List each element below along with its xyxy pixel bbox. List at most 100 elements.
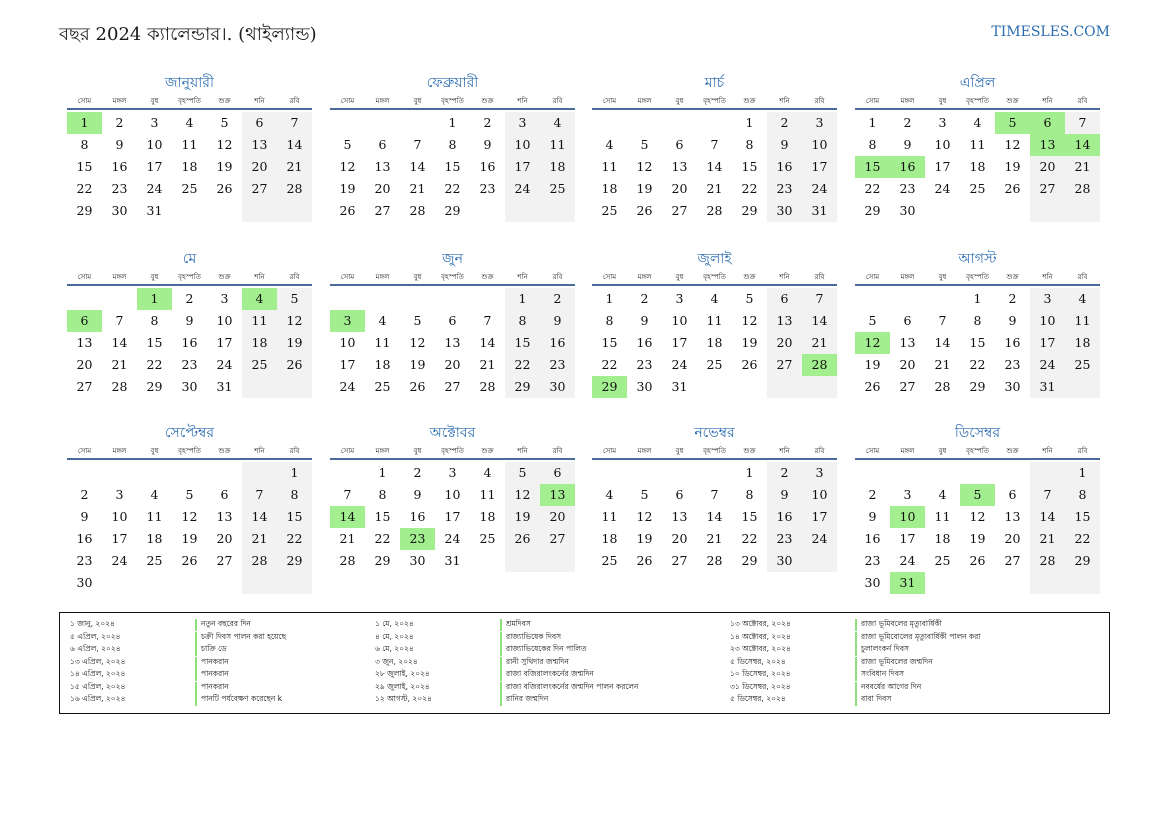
month-name: আগস্ট bbox=[958, 251, 997, 267]
day-grid: 1 2 3 4 5 6 7 8 9 10 11 12 13 14 15 16 17 18 19 20 21 22 23 24 2… bbox=[330, 288, 575, 420]
weekday-label: সোম bbox=[865, 447, 880, 455]
weekday-label: রবি bbox=[552, 447, 563, 455]
weekday-label: মঙ্গল bbox=[637, 97, 652, 105]
holiday-column: ১৩ অক্টোবর, ২০২৪ রাজা ভূমিবলের মৃত্যুবার্… bbox=[730, 619, 981, 707]
day-cell: 23 bbox=[111, 181, 128, 196]
day-cell: 13 bbox=[671, 159, 688, 174]
holiday-name: সংবিধান দিবস bbox=[855, 669, 904, 682]
day-cell: 7 bbox=[710, 137, 719, 152]
day-grid: 1 2 3 4 5 6 7 8 9 10 11 12 13 14 15 16 17 18 19 20 21 22 23 24 2… bbox=[855, 112, 1100, 244]
day-cell: 11 bbox=[181, 137, 198, 152]
day-cell: 10 bbox=[811, 137, 828, 152]
day-cell: 25 bbox=[479, 531, 496, 546]
day-cell: 25 bbox=[374, 379, 391, 394]
day-cell: 7 bbox=[483, 313, 492, 328]
weekday-label: রবি bbox=[814, 273, 825, 281]
day-cell: 28 bbox=[111, 379, 128, 394]
month-1: জানুয়ারী সোম মঙ্গল বুধ বৃহস্পতি শুক্র শনি রবি 1… bbox=[67, 72, 312, 244]
day-cell: 7 bbox=[413, 137, 422, 152]
day-cell: 29 bbox=[286, 553, 303, 568]
day-cell: 29 bbox=[741, 553, 758, 568]
holiday-name: চুলালংকর্ন দিবস bbox=[855, 644, 909, 657]
day-cell: 21 bbox=[934, 357, 951, 372]
holiday-name: চক্রী দিবস পালন করা হয়েছে bbox=[195, 631, 286, 644]
holiday-row: ৩ জুন, ২০২৪ রানী সুথিদার জন্মদিন bbox=[375, 656, 638, 670]
day-cell: 27 bbox=[1039, 181, 1056, 196]
weekend-band bbox=[242, 112, 277, 222]
month-4: এপ্রিল সোম মঙ্গল বুধ বৃহস্পতি শুক্র শনি রবি 1 2 3 4… bbox=[855, 72, 1100, 244]
weekday-label: শুক্র bbox=[218, 273, 231, 281]
page-title: বছর 2024 ক্যালেন্ডার।. (থাইল্যান্ড) bbox=[59, 24, 317, 45]
day-cell: 4 bbox=[1078, 291, 1087, 306]
holiday-day-cell: 14 bbox=[1065, 134, 1100, 156]
month-name: সেপ্টেম্বর bbox=[164, 425, 215, 441]
day-cell: 28 bbox=[1074, 181, 1091, 196]
weekday-header: সোম মঙ্গল বুধ বৃহস্পতি শুক্র শনি রবি bbox=[855, 270, 1100, 286]
day-cell: 5 bbox=[745, 291, 754, 306]
day-cell: 19 bbox=[636, 531, 653, 546]
day-cell: 3 bbox=[1043, 291, 1052, 306]
day-cell: 11 bbox=[706, 313, 723, 328]
day-cell: 7 bbox=[938, 313, 947, 328]
day-cell: 27 bbox=[444, 379, 461, 394]
day-cell: 13 bbox=[776, 313, 793, 328]
day-cell: 13 bbox=[444, 335, 461, 350]
day-cell: 23 bbox=[76, 553, 93, 568]
weekday-label: বৃহস্পতি bbox=[441, 447, 464, 455]
weekday-label: শুক্র bbox=[218, 447, 231, 455]
weekday-header: সোম মঙ্গল বুধ বৃহস্পতি শুক্র শনি রবি bbox=[330, 94, 575, 110]
day-cell: 7 bbox=[710, 487, 719, 502]
day-cell: 20 bbox=[1039, 159, 1056, 174]
day-cell: 17 bbox=[444, 509, 461, 524]
month-name: অক্টোবর bbox=[429, 425, 476, 441]
day-cell: 4 bbox=[378, 313, 387, 328]
day-cell: 30 bbox=[864, 575, 881, 590]
holiday-row: ৫ ডিসেম্বর, ২০২৪ বাবা দিবস bbox=[730, 694, 981, 707]
day-cell: 8 bbox=[605, 313, 614, 328]
holiday-day-cell: 14 bbox=[330, 506, 365, 528]
day-cell: 14 bbox=[1039, 509, 1056, 524]
day-cell: 17 bbox=[146, 159, 163, 174]
day-cell: 6 bbox=[378, 137, 387, 152]
weekday-label: বুধ bbox=[675, 447, 684, 455]
site-link[interactable]: TIMESLES.COM bbox=[991, 24, 1110, 40]
day-cell: 20 bbox=[671, 531, 688, 546]
day-cell: 23 bbox=[776, 181, 793, 196]
weekday-label: সোম bbox=[77, 273, 92, 281]
day-cell: 22 bbox=[146, 357, 163, 372]
day-cell: 9 bbox=[413, 487, 422, 502]
day-cell: 28 bbox=[1039, 553, 1056, 568]
weekday-header: সোম মঙ্গল বুধ বৃহস্পতি শুক্র শনি রবি bbox=[330, 444, 575, 460]
day-cell: 4 bbox=[605, 137, 614, 152]
day-cell: 23 bbox=[864, 553, 881, 568]
day-cell: 19 bbox=[339, 181, 356, 196]
day-cell: 5 bbox=[185, 487, 194, 502]
holiday-day-cell: 15 bbox=[855, 156, 890, 178]
day-grid: 1 2 3 4 5 6 7 8 9 10 11 12 13 14 15 16 17 18 19 20 21 22 23 24 2… bbox=[592, 288, 837, 420]
holiday-name: পানকরান bbox=[195, 669, 229, 682]
day-cell: 11 bbox=[934, 509, 951, 524]
day-cell: 13 bbox=[1004, 509, 1021, 524]
holiday-name: চাক্রি ডে bbox=[195, 644, 227, 657]
weekday-label: শুক্র bbox=[481, 273, 494, 281]
weekday-label: সোম bbox=[340, 447, 355, 455]
day-cell: 11 bbox=[1074, 313, 1091, 328]
day-cell: 21 bbox=[706, 531, 723, 546]
weekend-band bbox=[540, 462, 575, 572]
day-cell: 8 bbox=[448, 137, 457, 152]
day-cell: 22 bbox=[1074, 531, 1091, 546]
weekday-header: সোম মঙ্গল বুধ বৃহস্পতি শুক্র শনি রবি bbox=[67, 444, 312, 460]
day-cell: 29 bbox=[76, 203, 93, 218]
day-cell: 12 bbox=[969, 509, 986, 524]
weekday-label: বৃহস্পতি bbox=[441, 97, 464, 105]
holiday-date: ২৮ জুলাই, ২০২৪ bbox=[375, 669, 430, 679]
holiday-name: নববর্ষের আগের দিন bbox=[855, 681, 921, 694]
holiday-name: রাজা ভূমিবোলের মৃত্যুবার্ষিকী পালন করা bbox=[855, 631, 981, 644]
holiday-date: ৫ এপ্রিল, ২০২৪ bbox=[70, 631, 121, 641]
weekday-label: শুক্র bbox=[218, 97, 231, 105]
day-cell: 4 bbox=[483, 465, 492, 480]
holiday-row: ১৬ এপ্রিল, ২০২৪ পানটি পর্যবেক্ষণ করেছেন k bbox=[70, 694, 286, 707]
day-cell: 18 bbox=[479, 509, 496, 524]
day-cell: 12 bbox=[1004, 137, 1021, 152]
day-cell: 20 bbox=[251, 159, 268, 174]
